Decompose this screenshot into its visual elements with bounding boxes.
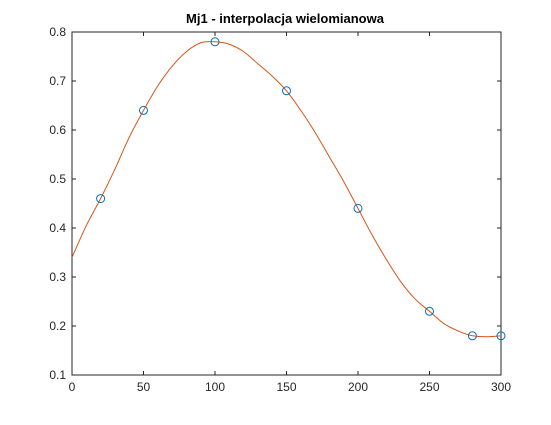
data-point-marker [96, 194, 106, 204]
x-tick-label: 0 [69, 380, 76, 394]
y-tick-label: 0.2 [49, 319, 66, 333]
y-tick-label: 0.5 [49, 172, 66, 186]
data-point-marker [425, 306, 434, 316]
x-tick-label: 100 [205, 380, 225, 394]
y-tick-label: 0.6 [49, 123, 66, 137]
markers-layer [96, 37, 506, 341]
axes-box [71, 31, 502, 376]
x-tick-label: 150 [276, 380, 296, 394]
y-tick-label: 0.1 [49, 368, 66, 382]
data-point-marker [496, 331, 506, 341]
curve-layer [71, 41, 502, 338]
data-point-marker [139, 105, 148, 115]
chart-title: Mj1 - interpolacja wielomianowa [186, 11, 385, 26]
data-point-marker [467, 331, 477, 341]
data-point-marker [210, 37, 220, 47]
y-tick-label: 0.3 [49, 270, 66, 284]
data-point-marker [282, 86, 291, 96]
y-tick-label: 0.8 [49, 25, 66, 39]
x-tick-label: 50 [137, 380, 151, 394]
x-tick-label: 300 [491, 380, 511, 394]
y-tick-label: 0.4 [49, 221, 66, 235]
y-tick-label: 0.7 [49, 74, 66, 88]
x-tick-label: 250 [419, 380, 439, 394]
data-point-marker [353, 203, 363, 213]
interpolation-curve [71, 41, 502, 338]
ticks-layer: 0 50 100 150 200 250 300 0.1 0.2 0.3 0.4 0.5 0.6 0.7 0… [49, 25, 511, 394]
x-tick-label: 200 [348, 380, 368, 394]
